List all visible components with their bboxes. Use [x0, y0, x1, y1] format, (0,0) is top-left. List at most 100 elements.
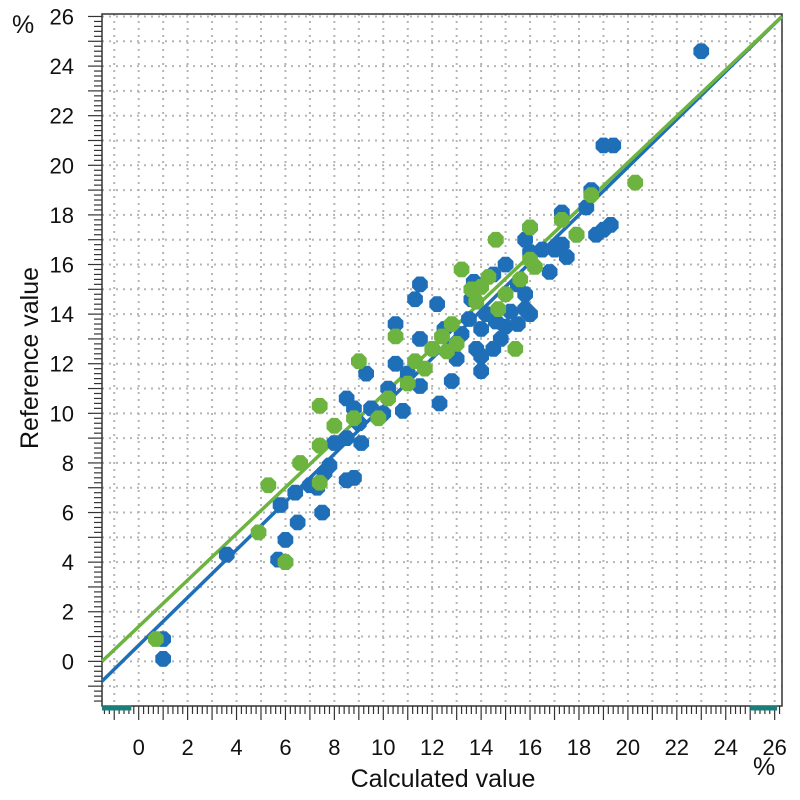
data-point-green	[507, 341, 524, 357]
data-point-blue	[497, 318, 514, 335]
data-point-green	[148, 631, 164, 647]
grid	[102, 14, 782, 706]
data-point-blue	[431, 395, 448, 412]
data-point-green	[424, 341, 441, 357]
x-tick-label: 12	[420, 735, 444, 760]
data-point-blue	[517, 231, 533, 248]
x-tick-label: 0	[133, 735, 145, 760]
y-unit-label: %	[12, 11, 34, 39]
data-point-green	[522, 219, 538, 236]
x-unit-label: %	[753, 753, 775, 781]
data-point-green	[399, 375, 416, 392]
data-point-green	[512, 271, 529, 288]
data-point-green	[583, 187, 600, 203]
x-axis-title: Calculated value	[351, 765, 536, 793]
x-tick-label: 22	[665, 735, 689, 760]
x-tick-labels: 0 2 4 6 8 10 12 14 16 18 20 22 24 26	[133, 735, 787, 760]
data-point-green	[448, 336, 465, 352]
data-point-blue	[554, 236, 570, 253]
data-point-blue	[321, 457, 338, 474]
data-point-blue	[461, 311, 477, 327]
data-point-green	[417, 360, 433, 377]
y-tick-label: 14	[50, 302, 74, 327]
data-point-green	[488, 231, 504, 248]
data-point-blue	[578, 199, 595, 216]
data-point-blue	[602, 217, 619, 233]
data-point-blue	[693, 43, 710, 60]
axis-ticks	[88, 15, 781, 720]
data-point-blue	[412, 331, 428, 347]
data-point-blue	[412, 378, 428, 394]
y-tick-label: 24	[50, 54, 74, 79]
data-point-blue	[338, 430, 355, 446]
data-point-green	[260, 477, 277, 494]
data-point-green	[250, 524, 267, 541]
y-tick-label: 2	[62, 600, 74, 625]
x-tick-label: 16	[518, 735, 542, 760]
data-point-green	[434, 328, 450, 345]
data-point-blue	[395, 403, 411, 419]
data-point-green	[490, 301, 507, 317]
data-point-blue	[277, 532, 294, 548]
data-point-blue	[541, 264, 558, 280]
data-point-green	[522, 251, 538, 268]
data-point-blue	[326, 435, 343, 451]
data-point-green	[311, 437, 328, 454]
y-tick-label: 4	[62, 550, 74, 575]
data-point-blue	[346, 470, 362, 486]
y-tick-label: 26	[50, 4, 74, 29]
data-point-blue	[522, 306, 538, 322]
data-point-green	[292, 455, 308, 471]
data-point-blue	[429, 296, 445, 312]
data-point-blue	[473, 321, 489, 337]
data-point-green	[380, 390, 396, 407]
data-point-blue	[534, 241, 551, 258]
x-tick-label: 8	[328, 735, 340, 760]
y-tick-label: 20	[50, 153, 74, 178]
data-point-blue	[605, 137, 622, 154]
data-point-blue	[358, 365, 374, 382]
data-point-blue	[412, 276, 428, 293]
data-point-green	[311, 398, 328, 414]
data-point-green	[497, 286, 514, 303]
data-point-blue	[473, 348, 489, 365]
x-tick-label: 2	[181, 735, 193, 760]
data-point-green	[387, 328, 404, 345]
data-point-blue	[387, 355, 404, 372]
data-points	[148, 43, 710, 667]
y-tick-label: 6	[62, 501, 74, 526]
x-tick-label: 18	[567, 735, 591, 760]
x-tick-label: 14	[469, 735, 493, 760]
x-tick-label: 20	[616, 735, 640, 760]
data-point-green	[480, 269, 497, 285]
data-point-blue	[517, 286, 533, 303]
y-tick-label: 12	[50, 352, 74, 377]
data-point-blue	[502, 303, 519, 320]
data-point-blue	[287, 484, 304, 501]
data-point-blue	[492, 331, 509, 347]
data-point-blue	[218, 546, 235, 563]
data-point-blue	[289, 514, 306, 531]
data-point-green	[627, 174, 644, 191]
data-point-blue	[558, 249, 575, 265]
y-tick-label: 10	[50, 401, 74, 426]
data-point-blue	[387, 316, 404, 332]
data-point-blue	[314, 504, 330, 521]
data-point-blue	[497, 256, 514, 273]
data-point-blue	[473, 363, 489, 379]
data-point-blue	[443, 373, 460, 389]
data-point-green	[568, 226, 585, 243]
y-tick-label: 0	[62, 649, 74, 674]
x-tick-label: 4	[230, 735, 242, 760]
data-point-blue	[407, 291, 423, 308]
x-tick-label: 24	[713, 735, 737, 760]
data-point-green	[311, 474, 328, 491]
data-point-green	[346, 410, 362, 427]
x-tick-label: 6	[279, 735, 291, 760]
y-tick-label: 8	[62, 451, 74, 476]
x-tick-label: 26	[762, 735, 786, 760]
y-tick-label: 22	[50, 104, 74, 129]
data-point-blue	[510, 316, 526, 332]
